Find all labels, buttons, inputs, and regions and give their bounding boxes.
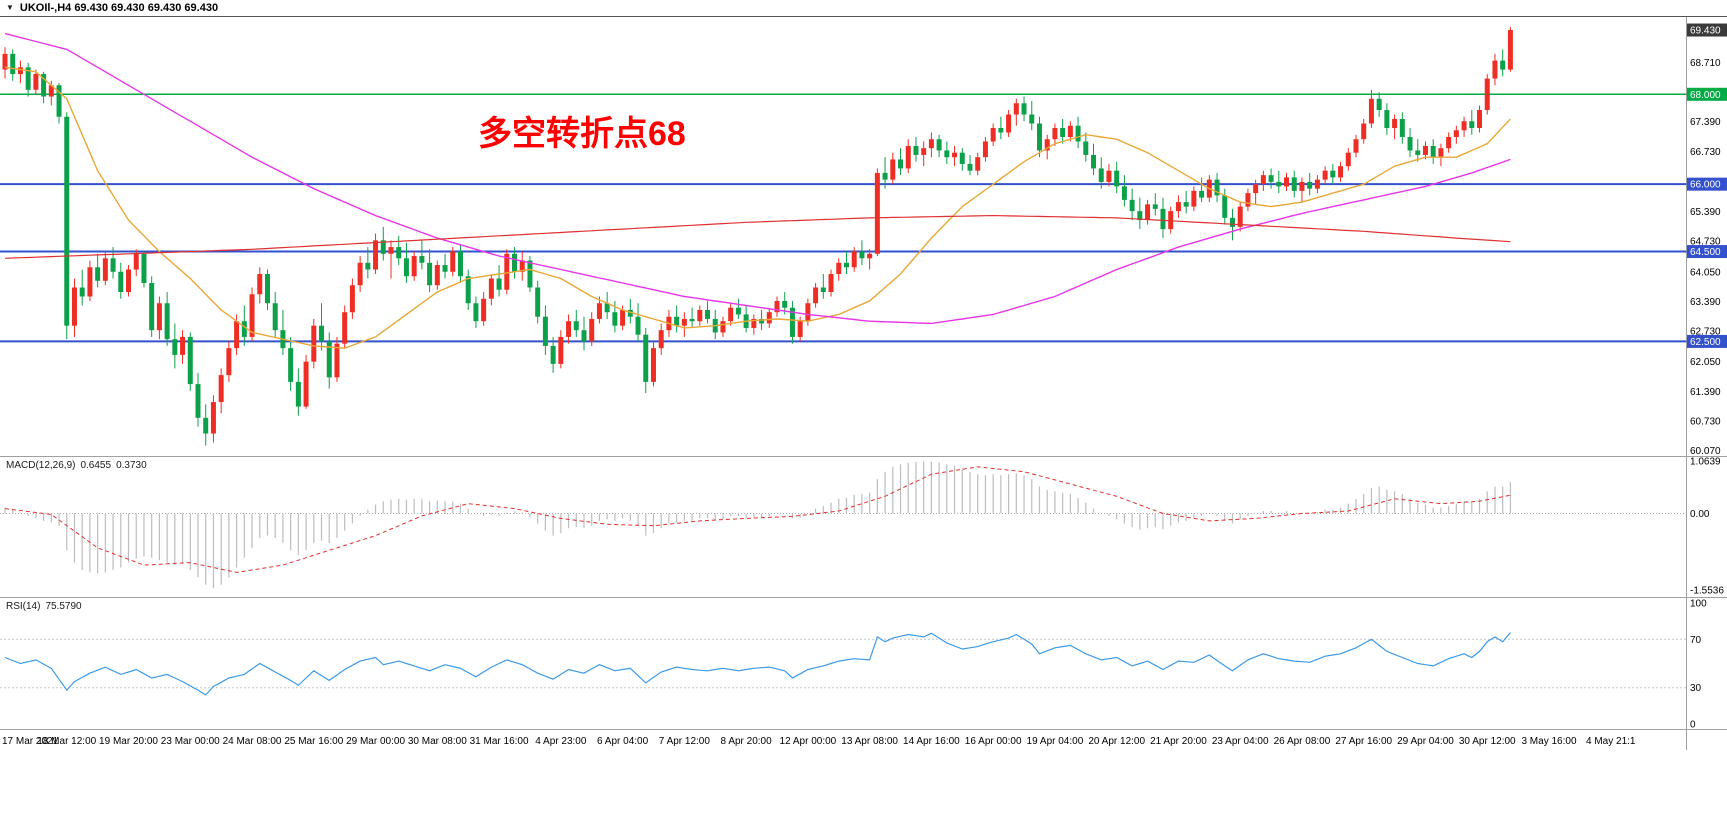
time-tick-label: 18 Mar 12:00 bbox=[37, 736, 96, 747]
price-marker-badge bbox=[1687, 23, 1727, 37]
price-tick-label: 60.070 bbox=[1690, 446, 1721, 457]
macd-layer: 1.0639 0.00 -1.5536 bbox=[0, 457, 1724, 596]
macd-tick-label: 1.0639 bbox=[1690, 457, 1721, 468]
price-tick-label: 61.390 bbox=[1690, 387, 1721, 398]
price-marker-badge-label: 68.000 bbox=[1690, 90, 1721, 101]
symbol-dropdown-icon[interactable]: ▼ bbox=[6, 3, 14, 12]
macd-signal-value: 0.3730 bbox=[116, 460, 147, 471]
panel-separators bbox=[0, 17, 1727, 750]
time-tick-label: 12 Apr 00:00 bbox=[780, 736, 837, 747]
price-marker-badge bbox=[1687, 177, 1727, 191]
price-tick-label: 68.710 bbox=[1690, 58, 1721, 69]
time-tick-label: 13 Apr 08:00 bbox=[841, 736, 898, 747]
time-tick-label: 17 Mar 2021 bbox=[2, 736, 59, 747]
price-tick-label: 60.730 bbox=[1690, 416, 1721, 427]
time-tick-label: 6 Apr 04:00 bbox=[597, 736, 649, 747]
price-marker-badge bbox=[1687, 245, 1727, 259]
moving-average-layer bbox=[4, 32, 1511, 349]
rsi-layer: 100 70 30 0 bbox=[0, 599, 1707, 731]
time-tick-label: 23 Mar 00:00 bbox=[161, 736, 220, 747]
rsi-tick-label: 100 bbox=[1690, 599, 1707, 610]
time-tick-label: 27 Apr 16:00 bbox=[1335, 736, 1392, 747]
time-tick-label: 8 Apr 20:00 bbox=[721, 736, 773, 747]
rsi-value: 75.5790 bbox=[45, 601, 82, 612]
time-tick-label: 30 Apr 12:00 bbox=[1459, 736, 1516, 747]
price-marker-badge bbox=[1687, 87, 1727, 101]
price-tick-label: 64.730 bbox=[1690, 237, 1721, 248]
candlestick-layer bbox=[2, 26, 1513, 446]
price-marker-badge-label: 69.430 bbox=[1690, 26, 1721, 37]
chart-title-bar: ▼ UKOIl-,H4 69.430 69.430 69.430 69.430 bbox=[0, 0, 1727, 17]
rsi-tick-label: 30 bbox=[1690, 683, 1702, 694]
macd-tick-label: 0.00 bbox=[1690, 509, 1710, 520]
macd-signal-line bbox=[4, 466, 1511, 573]
time-tick-label: 19 Mar 20:00 bbox=[99, 736, 158, 747]
MA-slow-red bbox=[4, 214, 1511, 259]
time-tick-label: 16 Apr 00:00 bbox=[965, 736, 1022, 747]
macd-tick-label: -1.5536 bbox=[1690, 585, 1724, 596]
time-tick-label: 4 Apr 23:00 bbox=[535, 736, 587, 747]
price-marker-badge-label: 62.500 bbox=[1690, 337, 1721, 348]
macd-main-value: 0.6455 bbox=[80, 460, 112, 471]
price-tick-label: 63.390 bbox=[1690, 297, 1721, 308]
rsi-line bbox=[4, 632, 1511, 696]
annotation-text[interactable]: 多空转折点68 bbox=[478, 115, 686, 153]
price-tick-label: 62.730 bbox=[1690, 327, 1721, 338]
MA-fast-orange bbox=[4, 66, 1511, 349]
price-tick-label: 62.050 bbox=[1690, 357, 1721, 368]
price-tick-label: 64.050 bbox=[1690, 267, 1721, 278]
time-tick-label: 26 Apr 08:00 bbox=[1274, 736, 1331, 747]
macd-label-name: MACD(12,26,9) bbox=[6, 460, 76, 471]
time-tick-label: 31 Mar 16:00 bbox=[470, 736, 529, 747]
rsi-tick-label: 70 bbox=[1690, 635, 1702, 646]
time-tick-label: 4 May 21:1 bbox=[1586, 736, 1636, 747]
time-tick-label: 30 Mar 08:00 bbox=[408, 736, 467, 747]
time-tick-label: 24 Mar 08:00 bbox=[223, 736, 282, 747]
MA-mid-magenta bbox=[4, 32, 1511, 325]
time-tick-label: 19 Apr 04:00 bbox=[1027, 736, 1084, 747]
time-tick-label: 25 Mar 16:00 bbox=[284, 736, 343, 747]
price-tick-label: 66.730 bbox=[1690, 147, 1721, 158]
rsi-tick-label: 0 bbox=[1690, 720, 1696, 731]
price-axis: 68.710 67.390 66.730 65.390 64.730 64.050 63.3… bbox=[1687, 23, 1727, 457]
symbol-ohlc-info: UKOIl-,H4 69.430 69.430 69.430 69.430 bbox=[19, 2, 219, 14]
time-tick-label: 29 Mar 00:00 bbox=[346, 736, 405, 747]
time-tick-label: 29 Apr 04:00 bbox=[1397, 736, 1454, 747]
rsi-indicator-label: RSI(14) 75.5790 bbox=[6, 601, 87, 612]
time-tick-label: 23 Apr 04:00 bbox=[1212, 736, 1269, 747]
price-marker-badge bbox=[1687, 334, 1727, 348]
rsi-label-name: RSI(14) bbox=[6, 601, 41, 612]
price-tick-label: 67.390 bbox=[1690, 117, 1721, 128]
time-tick-label: 3 May 16:00 bbox=[1521, 736, 1576, 747]
time-tick-label: 20 Apr 12:00 bbox=[1088, 736, 1145, 747]
price-tick-label: 65.390 bbox=[1690, 207, 1721, 218]
time-tick-label: 21 Apr 20:00 bbox=[1150, 736, 1207, 747]
time-tick-label: 14 Apr 16:00 bbox=[903, 736, 960, 747]
time-tick-label: 7 Apr 12:00 bbox=[659, 736, 711, 747]
macd-indicator-label: MACD(12,26,9) 0.6455 0.3730 bbox=[6, 460, 152, 471]
price-marker-badge-label: 66.000 bbox=[1690, 180, 1721, 191]
price-marker-badge-label: 64.500 bbox=[1690, 247, 1721, 258]
